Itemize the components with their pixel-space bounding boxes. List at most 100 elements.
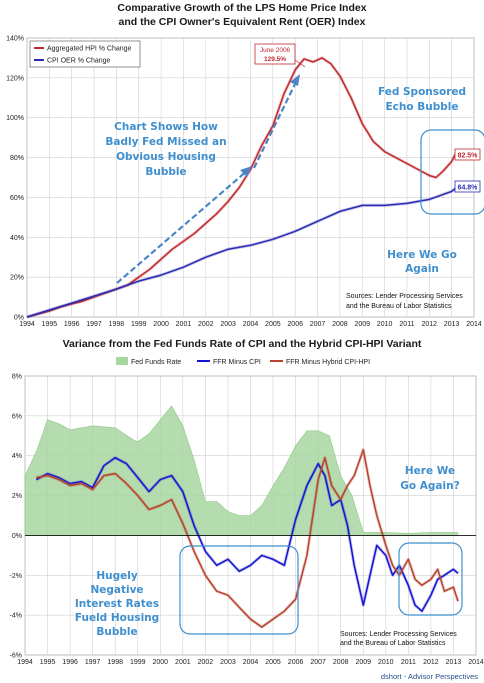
top-chart-title-line2: and the CPI Owner's Equivalent Rent (OER… — [119, 16, 366, 28]
bottom-sources-line1: Sources: Lender Processing Services — [340, 631, 457, 638]
legend-label-oer: CPI OER % Change — [47, 58, 111, 65]
y-tick-label: 2% — [12, 493, 22, 500]
ann-hugely-line1: Hugely — [96, 570, 137, 582]
x-tick-label: 1996 — [64, 321, 80, 328]
y-tick-label: -6% — [10, 653, 22, 660]
x-tick-label: 2013 — [446, 659, 462, 666]
x-tick-label: 2014 — [468, 659, 484, 666]
trend-arrow-lower — [116, 169, 249, 284]
legend-label-ffr-cpi: FFR Minus CPI — [213, 359, 261, 366]
callout-pointer — [294, 59, 306, 68]
top-chart-title-line1: Comparative Growth of the LPS Home Price… — [117, 2, 366, 14]
oer-end-label: 64.8% — [458, 185, 479, 192]
y-tick-label: 0% — [14, 315, 24, 322]
legend-label-ffr: Fed Funds Rate — [131, 359, 181, 366]
y-tick-label: -2% — [10, 573, 22, 580]
ann-left-line4: Bubble — [145, 166, 186, 178]
y-tick-label: 40% — [10, 235, 24, 242]
ann-left-line2: Badly Fed Missed an — [105, 136, 226, 148]
x-tick-label: 2012 — [423, 659, 439, 666]
y-tick-label: 4% — [12, 453, 22, 460]
x-tick-label: 2000 — [153, 659, 169, 666]
top-annotation-right-bottom: Here We Go Again — [387, 249, 457, 275]
june-2006-callout: June 2006 129.5% — [254, 43, 306, 68]
x-tick-label: 2008 — [333, 659, 349, 666]
x-tick-label: 2008 — [332, 321, 348, 328]
ann-echo-line2: Echo Bubble — [386, 101, 459, 113]
legend-swatch-ffr — [116, 357, 128, 365]
ann-again-line2: Again — [405, 263, 439, 275]
x-tick-label: 2007 — [310, 321, 326, 328]
bottom-series — [24, 405, 476, 629]
x-tick-label: 2010 — [377, 321, 393, 328]
y-tick-label: 20% — [10, 275, 24, 282]
ann-again-line1: Here We Go — [387, 249, 457, 261]
top-series — [26, 56, 458, 319]
legend-label-ffr-hybrid: FFR Minus Hybrid CPI-HPI — [286, 359, 370, 366]
hpi-end-label: 82.5% — [458, 153, 479, 160]
housing-bubble-highlight — [179, 545, 299, 635]
series-line-1 — [26, 187, 457, 318]
bottom-x-ticks: 1994 1995 1996 1997 1998 1999 2000 2001 2002 2003… — [17, 659, 484, 666]
y-tick-label: 8% — [12, 374, 22, 381]
series-line-2 — [36, 448, 459, 628]
x-tick-label: 2009 — [354, 321, 370, 328]
y-tick-label: 80% — [10, 155, 24, 162]
top-sources-line1: Sources: Lender Processing Services — [346, 293, 463, 300]
x-tick-label: 1997 — [86, 321, 102, 328]
ann-again-q-line1: Here We — [405, 465, 455, 477]
x-tick-label: 1994 — [19, 321, 35, 328]
x-tick-label: 2003 — [220, 321, 236, 328]
bottom-chart: Variance from the Fed Funds Rate of CPI … — [10, 338, 484, 666]
x-tick-label: 1995 — [40, 659, 56, 666]
x-tick-label: 1998 — [107, 659, 123, 666]
x-tick-label: 2005 — [265, 321, 281, 328]
bottom-chart-title: Variance from the Fed Funds Rate of CPI … — [63, 338, 422, 350]
y-tick-label: -4% — [10, 613, 22, 620]
callout-line1: June 2006 — [260, 47, 291, 54]
bottom-sources-line2: and the Bureau of Labor Statistics — [340, 640, 446, 647]
top-legend-box — [29, 40, 141, 68]
ann-again-q-line2: Go Again? — [400, 480, 459, 492]
top-y-ticks: 0% 20% 40% 60% 80% 100% 120% 140% — [6, 36, 24, 322]
series-line-1 — [35, 456, 459, 612]
x-tick-label: 2001 — [176, 321, 192, 328]
y-tick-label: 120% — [6, 75, 24, 82]
y-tick-label: 140% — [6, 36, 24, 43]
y-tick-label: 100% — [6, 115, 24, 122]
x-tick-label: 2003 — [220, 659, 236, 666]
x-tick-label: 2011 — [399, 321, 414, 328]
footer-credit: dshort - Advisor Perspectives — [381, 672, 478, 681]
trend-arrow-lower-head — [240, 166, 252, 177]
ann-left-line1: Chart Shows How — [114, 121, 218, 133]
ann-hugely-line5: Bubble — [96, 626, 137, 638]
top-annotation-right-top: Fed Sponsored Echo Bubble — [378, 86, 466, 113]
x-tick-label: 1994 — [17, 659, 33, 666]
trend-arrow-upper — [253, 79, 298, 169]
x-tick-label: 2011 — [401, 659, 416, 666]
bottom-legend: Fed Funds Rate FFR Minus CPI FFR Minus H… — [116, 357, 370, 366]
echo-bubble-highlight — [420, 129, 484, 215]
top-sources: Sources: Lender Processing Services and … — [346, 293, 463, 310]
x-tick-label: 2006 — [288, 659, 304, 666]
x-tick-label: 1998 — [109, 321, 125, 328]
x-tick-label: 2004 — [243, 659, 259, 666]
top-annotation-left: Chart Shows How Badly Fed Missed an Obvi… — [105, 121, 226, 178]
top-chart: Comparative Growth of the LPS Home Price… — [6, 2, 484, 328]
x-tick-label: 2001 — [175, 659, 191, 666]
callout-line2: 129.5% — [264, 56, 286, 63]
x-tick-label: 2002 — [198, 321, 214, 328]
top-sources-line2: and the Bureau of Labor Statistics — [346, 303, 452, 310]
ann-left-line3: Obvious Housing — [116, 151, 216, 163]
x-tick-label: 2005 — [265, 659, 281, 666]
x-tick-label: 1996 — [62, 659, 78, 666]
x-tick-label: 2007 — [310, 659, 326, 666]
top-legend: Aggregated HPI % Change CPI OER % Change — [29, 40, 141, 68]
bottom-annotation-left: Hugely Negative Interest Rates Fueld Hou… — [75, 570, 159, 638]
bottom-y-ticks: -6% -4% -2% 0% 2% 4% 6% 8% — [10, 374, 22, 660]
legend-label-hpi: Aggregated HPI % Change — [47, 46, 132, 53]
series-area-fed-funds — [24, 405, 459, 536]
x-tick-label: 2014 — [466, 321, 482, 328]
